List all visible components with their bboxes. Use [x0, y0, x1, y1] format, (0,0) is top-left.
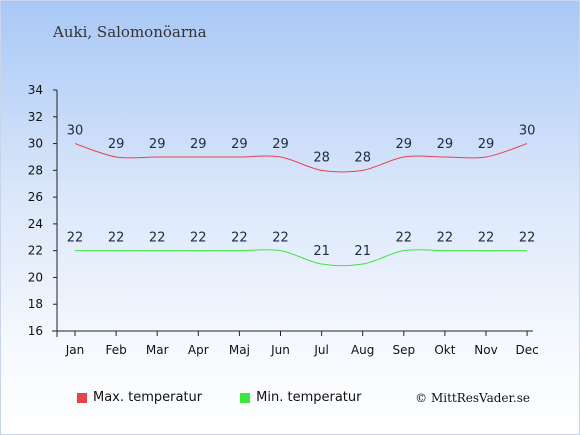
y-tick-label: 22	[28, 244, 43, 258]
x-tick-label: Okt	[434, 343, 455, 357]
data-label-min: 22	[272, 231, 289, 246]
data-label-min: 22	[478, 231, 495, 246]
legend-swatch-min	[240, 392, 251, 403]
y-tick-label: 20	[28, 270, 43, 284]
x-tick-label: Dec	[515, 343, 538, 357]
legend-label-min: Min. temperatur	[256, 390, 362, 405]
x-tick-label: Jan	[65, 343, 85, 357]
data-label-min: 21	[313, 244, 330, 259]
data-label-max: 29	[437, 137, 454, 152]
data-label-max: 28	[313, 150, 330, 165]
data-label-max: 28	[354, 150, 371, 165]
data-label-max: 29	[478, 137, 495, 152]
data-label-min: 22	[231, 231, 248, 246]
data-label-max: 30	[519, 124, 536, 139]
x-tick-label: Nov	[474, 343, 497, 357]
y-tick-label: 34	[28, 83, 43, 97]
legend: Max. temperatur Min. temperatur	[77, 390, 362, 405]
y-tick-label: 16	[28, 324, 43, 338]
legend-item-max: Max. temperatur	[77, 390, 202, 405]
data-label-max: 30	[67, 124, 84, 139]
data-label-max: 29	[190, 137, 207, 152]
data-label-max: 29	[396, 137, 413, 152]
x-tick-label: Aug	[351, 343, 374, 357]
legend-label-max: Max. temperatur	[93, 390, 203, 405]
series-line-max	[74, 143, 528, 173]
y-tick-label: 32	[28, 110, 43, 124]
data-label-min: 22	[67, 231, 84, 246]
data-label-min: 22	[190, 231, 207, 246]
y-tick-label: 26	[28, 190, 43, 204]
data-label-max: 29	[149, 137, 166, 152]
y-tick-label: 30	[28, 137, 43, 151]
data-label-min: 22	[437, 231, 454, 246]
x-tick-label: Jun	[270, 343, 290, 357]
data-label-min: 21	[354, 244, 371, 259]
x-tick-label: Feb	[105, 343, 126, 357]
data-label-min: 22	[396, 231, 413, 246]
legend-swatch-max	[77, 392, 87, 403]
y-tick-label: 24	[28, 217, 43, 231]
data-label-max: 29	[272, 137, 289, 152]
x-tick-label: Jul	[313, 343, 328, 357]
site-credit[interactable]: © MittResVader.se	[415, 391, 530, 405]
x-tick-label: Maj	[229, 343, 250, 357]
x-tick-label: Sep	[392, 343, 415, 357]
location-title: Auki, Salomonöarna	[53, 23, 207, 41]
x-tick-label: Apr	[188, 343, 209, 357]
data-label-min: 22	[149, 231, 166, 246]
series-line-min	[75, 249, 528, 267]
data-label-max: 29	[231, 137, 248, 152]
data-label-min: 22	[108, 231, 125, 246]
x-tick-label: Mar	[146, 343, 169, 357]
y-tick-label: 18	[28, 297, 43, 311]
legend-item-min: Min. temperatur	[240, 390, 362, 405]
data-label-min: 22	[519, 231, 536, 246]
y-tick-label: 28	[28, 163, 43, 177]
data-label-max: 29	[108, 137, 125, 152]
